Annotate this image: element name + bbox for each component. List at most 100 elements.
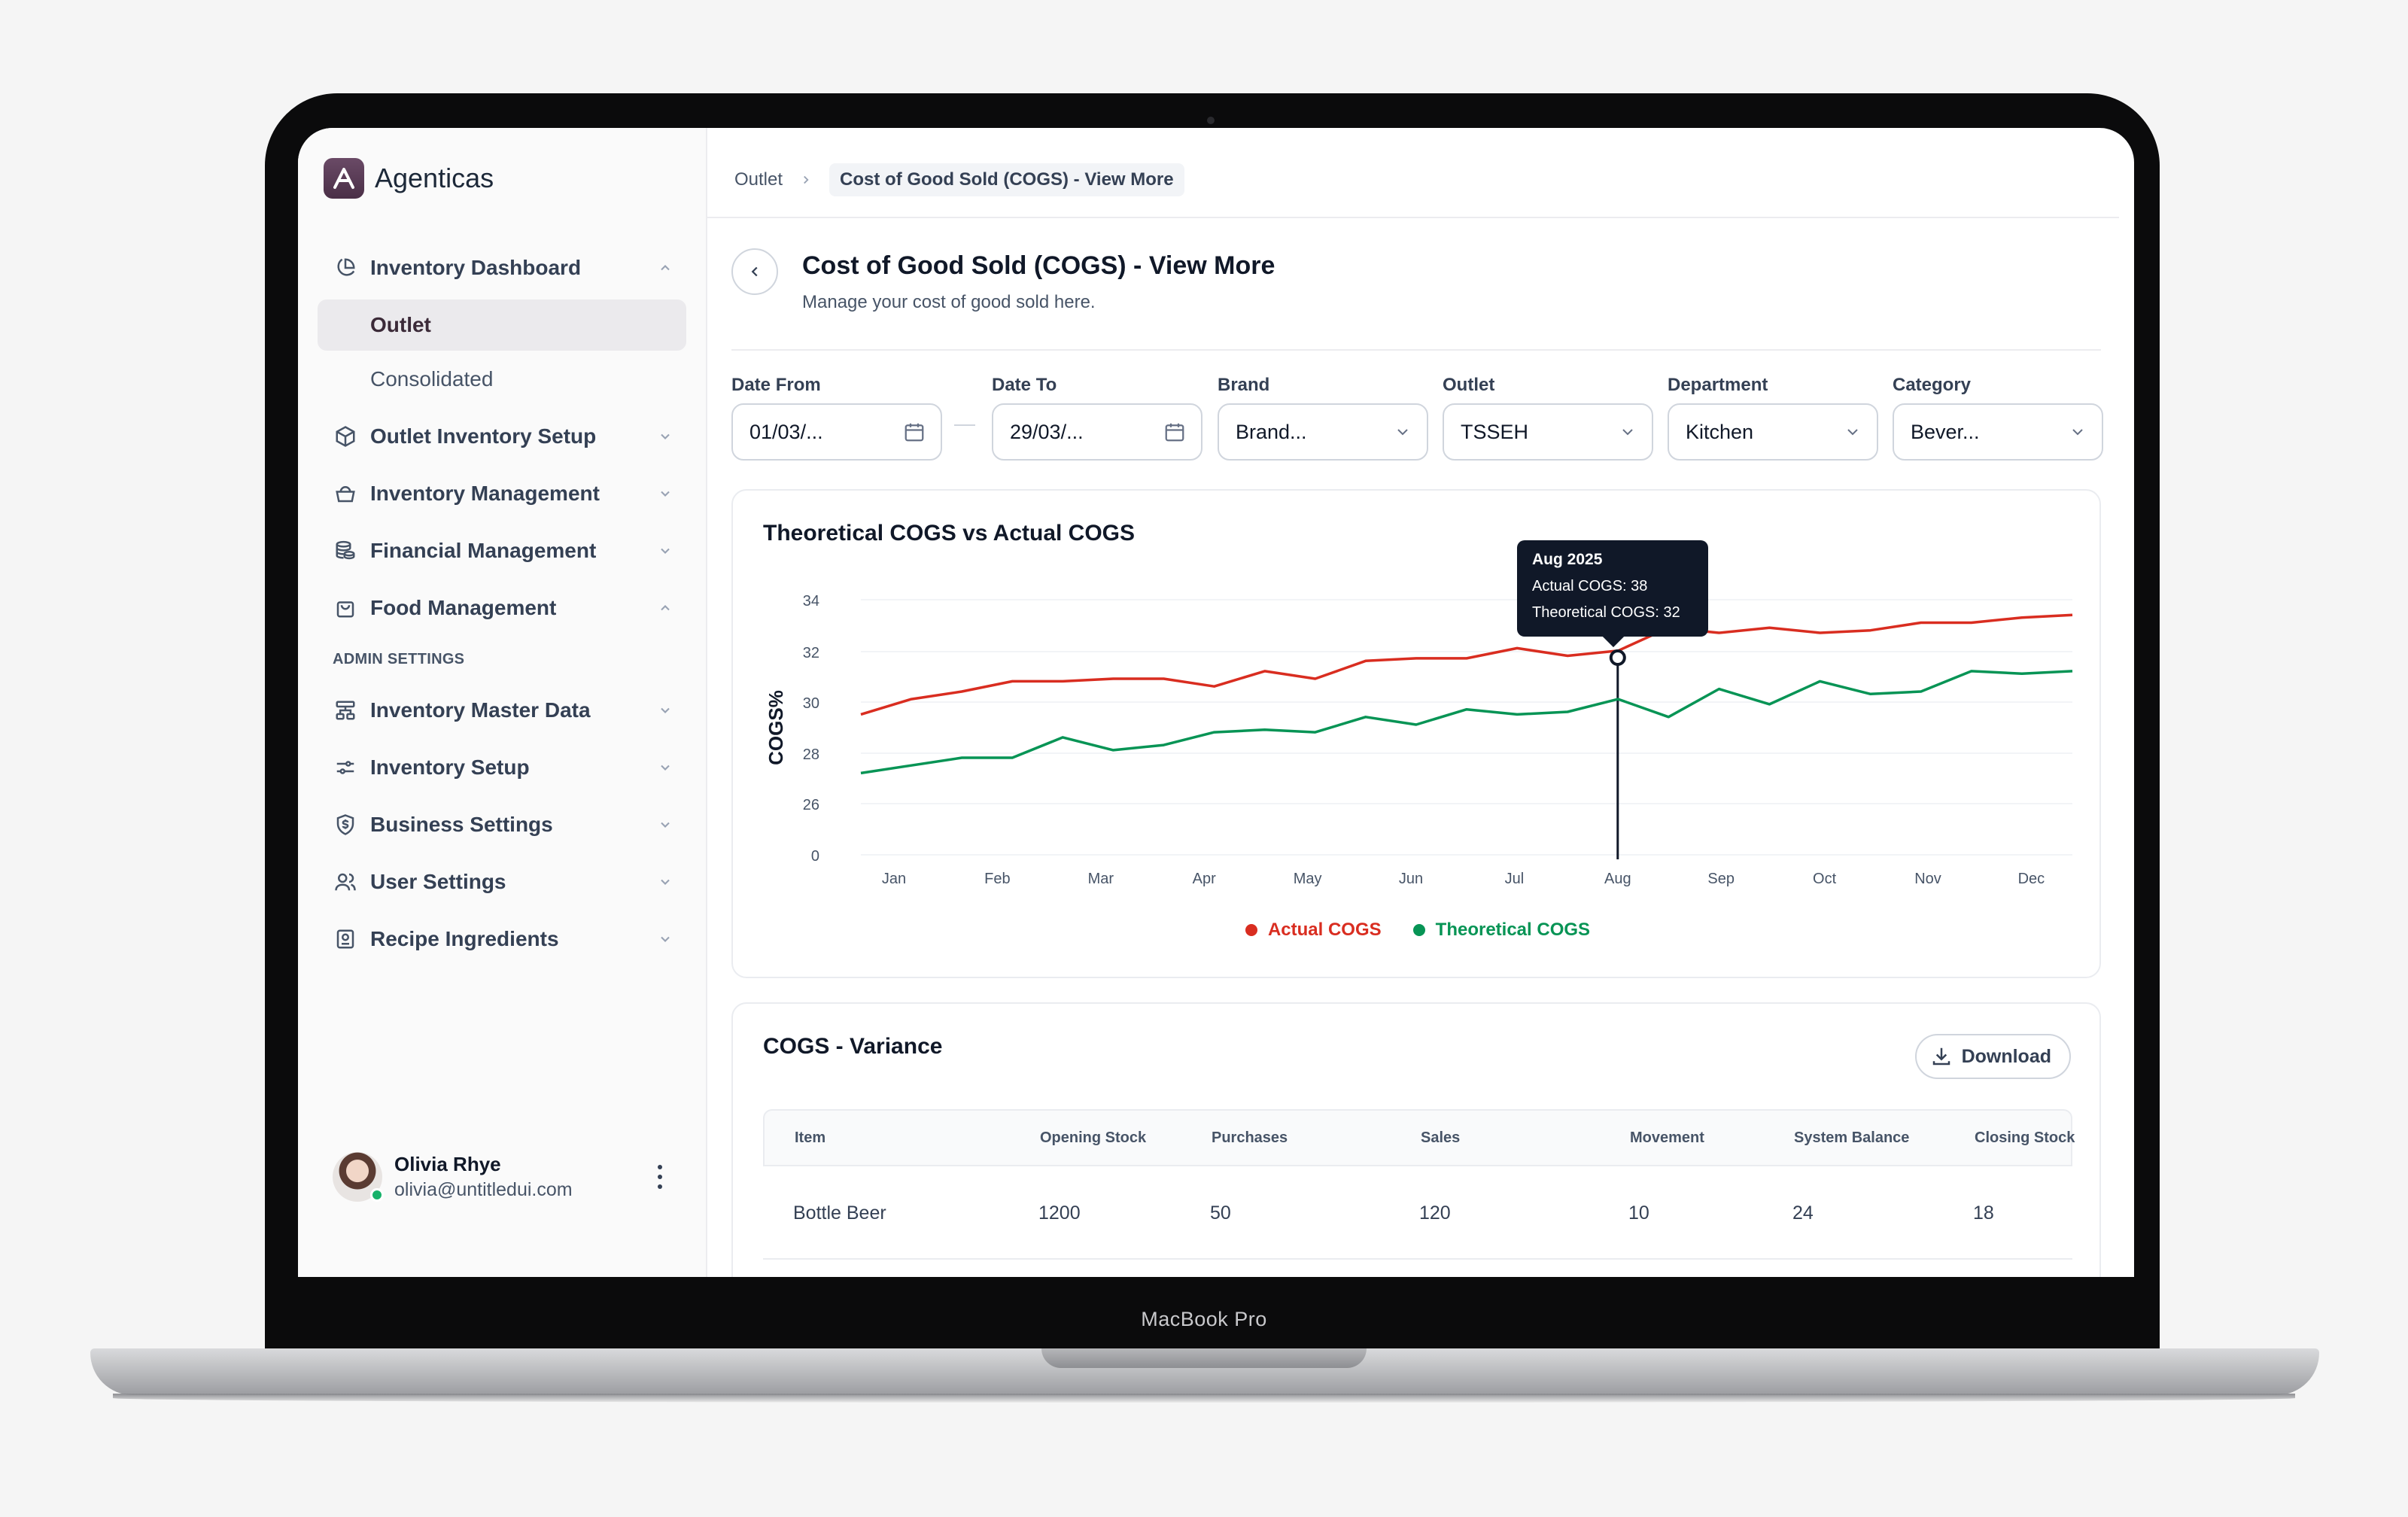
- cogs-variance-card: COGS - Variance Download Item Opening St…: [731, 1002, 2101, 1277]
- chart-legend: Actual COGS Theoretical COGS: [733, 920, 2102, 941]
- filter-date-from: Date From 01/03/...: [731, 375, 942, 461]
- sidebar-item-financial-management[interactable]: Financial Management: [318, 522, 686, 579]
- sidebar-item-inventory-dashboard[interactable]: Inventory Dashboard: [318, 239, 686, 296]
- legend-dot: [1245, 924, 1257, 936]
- category-select[interactable]: Bever...: [1893, 403, 2103, 461]
- breadcrumb: Outlet Cost of Good Sold (COGS) - View M…: [707, 143, 2119, 218]
- outlet-select[interactable]: TSSEH: [1443, 403, 1653, 461]
- y-tick-label: 34: [803, 593, 819, 610]
- cell-movement: 10: [1628, 1202, 1649, 1224]
- page-header: Cost of Good Sold (COGS) - View More Man…: [731, 245, 2101, 351]
- app-screen: Agenticas Inventory Dashboard Outlet Con…: [298, 128, 2134, 1277]
- recipe-card-icon: [333, 926, 358, 952]
- chevron-down-icon: [656, 485, 674, 503]
- variance-table: Item Opening Stock Purchases Sales Movem…: [763, 1109, 2075, 1260]
- user-name: Olivia Rhye: [394, 1153, 501, 1175]
- sidebar-subitem-outlet[interactable]: Outlet: [318, 299, 686, 351]
- filter-value: 01/03/...: [749, 420, 823, 443]
- legend-item-actual[interactable]: Actual COGS: [1245, 920, 1382, 941]
- breadcrumb-outlet[interactable]: Outlet: [734, 169, 783, 190]
- cell-sales: 120: [1419, 1202, 1451, 1224]
- x-tick-label: Jan: [882, 871, 906, 887]
- sidebar-subitem-consolidated[interactable]: Consolidated: [370, 367, 494, 391]
- sliders-icon: [333, 755, 358, 780]
- chevron-down-icon: [656, 930, 674, 948]
- column-header-closing-stock[interactable]: Closing Stock: [1975, 1129, 2075, 1146]
- column-header-sales[interactable]: Sales: [1421, 1129, 1461, 1146]
- avatar: [333, 1152, 384, 1202]
- cell-purchases: 50: [1210, 1202, 1231, 1224]
- device-label: MacBook Pro: [1141, 1308, 1267, 1330]
- tooltip-title: Aug 2025: [1532, 551, 1603, 568]
- department-select[interactable]: Kitchen: [1668, 403, 1878, 461]
- app-name: Agenticas: [375, 163, 494, 193]
- sidebar-nav: Inventory Dashboard Outlet Consolidated …: [318, 239, 686, 968]
- sidebar-item-inventory-setup[interactable]: Inventory Setup: [318, 739, 686, 796]
- package-icon: [333, 424, 358, 449]
- back-button[interactable]: [731, 248, 778, 295]
- column-header-movement[interactable]: Movement: [1630, 1129, 1704, 1146]
- tooltip-theoretical: Theoretical COGS: 32: [1532, 604, 1680, 621]
- more-options-icon[interactable]: [649, 1160, 671, 1193]
- filter-value: TSSEH: [1461, 420, 1529, 443]
- x-tick-label: Aug: [1604, 871, 1631, 887]
- legend-item-theoretical[interactable]: Theoretical COGS: [1412, 920, 1591, 941]
- brand-select[interactable]: Brand...: [1218, 403, 1428, 461]
- x-tick-label: Nov: [1914, 871, 1941, 887]
- download-button[interactable]: Download: [1914, 1034, 2071, 1079]
- column-header-opening-stock[interactable]: Opening Stock: [1040, 1129, 1147, 1146]
- laptop-notch: [1041, 1348, 1367, 1368]
- chevron-down-icon: [656, 542, 674, 560]
- series-line-actual: [860, 613, 2073, 716]
- legend-label: Theoretical COGS: [1435, 920, 1591, 940]
- user-profile[interactable]: Olivia Rhye olivia@untitledui.com: [333, 1147, 671, 1207]
- chevron-up-icon: [656, 599, 674, 617]
- sidebar-item-business-settings[interactable]: Business Settings: [318, 796, 686, 853]
- page-title: Cost of Good Sold (COGS) - View More: [802, 251, 1275, 280]
- sidebar-item-inventory-master-data[interactable]: Inventory Master Data: [318, 682, 686, 739]
- calendar-icon: [905, 423, 924, 442]
- sidebar-item-outlet-inventory-setup[interactable]: Outlet Inventory Setup: [318, 408, 686, 465]
- sidebar-item-inventory-management[interactable]: Inventory Management: [318, 465, 686, 522]
- x-tick-label: Dec: [2018, 871, 2045, 887]
- y-tick-label: 28: [803, 746, 819, 763]
- shopping-bag-icon: [333, 595, 358, 621]
- chevron-down-icon: [656, 701, 674, 719]
- y-tick-label: 26: [803, 797, 819, 813]
- filter-outlet: Outlet TSSEH: [1443, 375, 1653, 461]
- y-tick-label: 30: [803, 695, 819, 712]
- online-status-dot: [370, 1188, 384, 1202]
- chevron-down-icon: [656, 758, 674, 777]
- sidebar-item-recipe-ingredients[interactable]: Recipe Ingredients: [318, 911, 686, 968]
- filter-category: Category Bever...: [1893, 375, 2103, 461]
- column-header-item[interactable]: Item: [795, 1129, 826, 1146]
- x-tick-label: Jul: [1505, 871, 1525, 887]
- filter-label: Brand: [1218, 375, 1270, 395]
- chevron-down-icon: [656, 427, 674, 445]
- x-tick-label: Apr: [1193, 871, 1216, 887]
- chart-title: Theoretical COGS vs Actual COGS: [763, 521, 1136, 546]
- y-tick-label: 0: [811, 848, 819, 865]
- date-from-input[interactable]: 01/03/...: [731, 403, 942, 461]
- sidebar-item-label: Recipe Ingredients: [370, 927, 559, 950]
- sidebar-item-label: Outlet Inventory Setup: [370, 424, 597, 448]
- table-row[interactable]: Bottle Beer 1200 50 120 10 24 18: [763, 1166, 2072, 1260]
- dataflow-icon: [333, 698, 358, 723]
- chevron-down-icon: [2072, 429, 2083, 436]
- tooltip-actual: Actual COGS: 38: [1532, 578, 1648, 594]
- filter-date-to: Date To 29/03/...: [992, 375, 1202, 461]
- column-header-system-balance[interactable]: System Balance: [1794, 1129, 1910, 1146]
- laptop-base-shadow: [113, 1394, 2295, 1403]
- chevron-down-icon: [1622, 429, 1633, 436]
- chart-tooltip: Aug 2025 Actual COGS: 38 Theoretical COG…: [1517, 540, 1708, 648]
- sidebar-item-user-settings[interactable]: User Settings: [318, 853, 686, 911]
- x-tick-label: Sep: [1707, 871, 1735, 887]
- app-logo[interactable]: Agenticas: [324, 158, 494, 199]
- sidebar-item-food-management[interactable]: Food Management: [318, 579, 686, 637]
- column-header-purchases[interactable]: Purchases: [1212, 1129, 1288, 1146]
- date-to-input[interactable]: 29/03/...: [992, 403, 1202, 461]
- filter-department: Department Kitchen: [1668, 375, 1878, 461]
- cogs-line-chart[interactable]: 34 32 30 28 26 0 COGS% Jan Feb Mar Apr May Jun Jul Aug…: [733, 491, 2102, 912]
- sidebar-item-label: Inventory Dashboard: [370, 256, 582, 279]
- sidebar-item-label: Inventory Management: [370, 482, 600, 505]
